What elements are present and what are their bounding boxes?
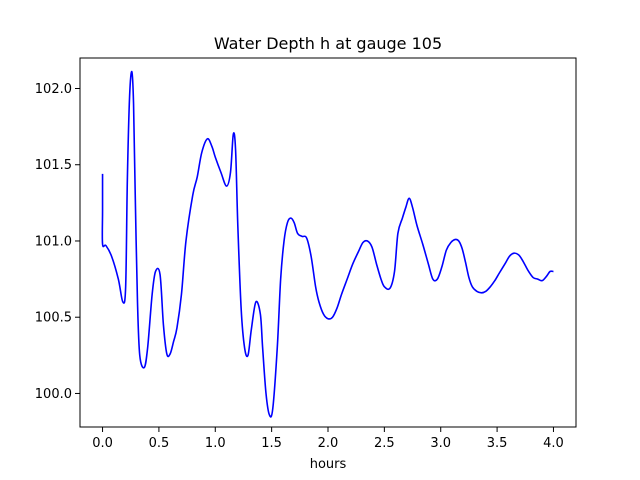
x-tick-label: 1.5 [261, 436, 282, 451]
x-tick-label: 0.5 [149, 436, 170, 451]
y-tick-label: 102.0 [35, 82, 72, 97]
x-axis-ticks: 0.0 0.5 1.0 1.5 2.0 2.5 3.0 3.5 4.0 [92, 427, 564, 451]
x-tick-label: 3.0 [430, 436, 451, 451]
y-tick-label: 101.5 [35, 158, 72, 173]
y-tick-label: 100.0 [35, 387, 72, 402]
y-tick-label: 100.5 [35, 311, 72, 326]
x-tick-label: 2.5 [374, 436, 395, 451]
x-axis-label: hours [310, 457, 347, 472]
series-line-gauge-105 [101, 70, 554, 418]
x-tick-label: 0.0 [92, 436, 113, 451]
y-axis-ticks: 100.0 100.5 101.0 101.5 102.0 [35, 82, 80, 402]
x-tick-label: 4.0 [543, 436, 564, 451]
y-tick-label: 101.0 [35, 234, 72, 249]
x-tick-label: 2.0 [318, 436, 339, 451]
x-tick-label: 1.0 [205, 436, 226, 451]
x-tick-label: 3.5 [487, 436, 508, 451]
plot-frame [79, 57, 577, 428]
chart-title: Water Depth h at gauge 105 [214, 34, 442, 53]
